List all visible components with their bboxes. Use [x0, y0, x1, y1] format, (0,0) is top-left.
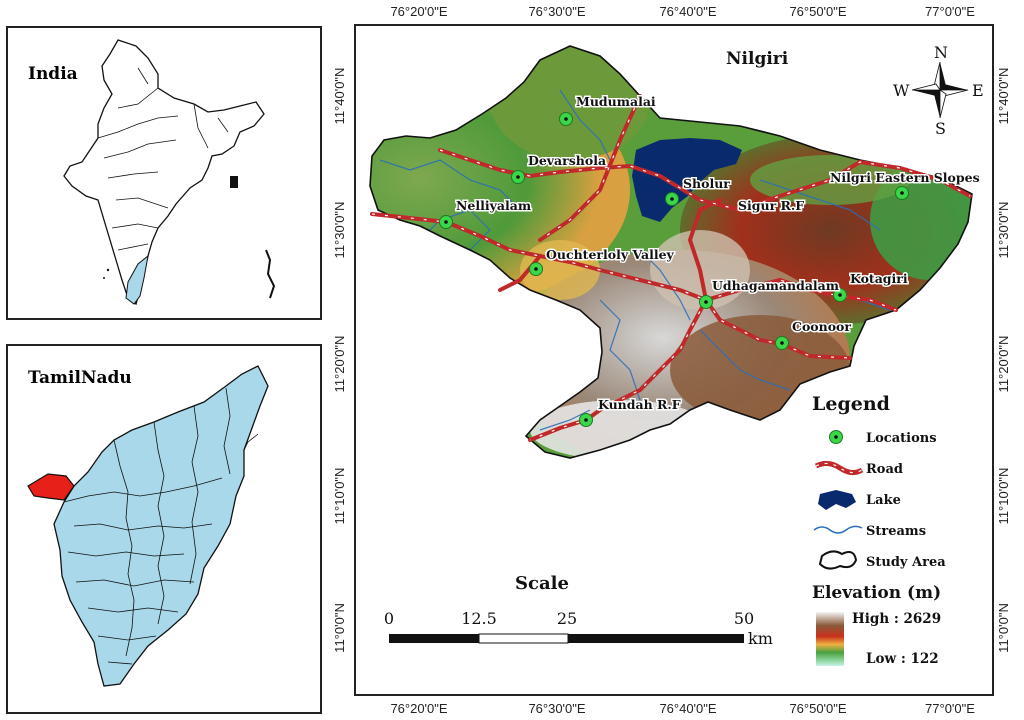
location-markers [439, 112, 909, 427]
legend-item-study-area: Study Area [866, 555, 946, 570]
roads [370, 94, 972, 442]
marker-devarshola[interactable] [511, 170, 525, 184]
marker-mudumalai[interactable] [559, 112, 573, 126]
right-coord: 11°30'0"N [996, 202, 1011, 259]
india-panel: India [6, 26, 322, 320]
marker-nilgri-eastern-slopes[interactable] [895, 186, 909, 200]
label-mudumalai: Mudumalai [576, 94, 656, 109]
scale-tick: 25 [557, 609, 577, 628]
compass-s: S [935, 119, 946, 138]
marker-coonoor[interactable] [775, 336, 789, 350]
tamilnadu-panel: TamilNadu [6, 344, 322, 714]
bottom-coord: 77°0'0"E [925, 701, 975, 716]
label-kundah-rf: Kundah R.F [598, 397, 681, 412]
top-coord: 76°50'0"E [789, 4, 846, 19]
top-coord: 76°20'0"E [390, 4, 447, 19]
marker-kotagiri[interactable] [833, 288, 847, 302]
bottom-coord: 76°40'0"E [659, 701, 716, 716]
india-title: India [28, 64, 78, 84]
label-devarshola: Devarshola [528, 153, 606, 168]
label-nelliyalam: Nelliyalam [456, 198, 531, 213]
marker-nelliyalam[interactable] [439, 215, 453, 229]
legend-item-road: Road [866, 462, 903, 477]
scale-tick: 50 [734, 609, 754, 628]
label-sholur: Sholur [683, 176, 730, 191]
top-coord: 77°0'0"E [925, 4, 975, 19]
india-outline-map [63, 39, 276, 306]
legend-title: Legend [812, 393, 890, 415]
right-coord: 11°40'0"N [996, 68, 1011, 125]
marker-ouchterloly-valley[interactable] [529, 262, 543, 276]
label-udhagamandalam: Udhagamandalam [712, 278, 839, 293]
scale-title: Scale [515, 573, 569, 594]
bottom-coord: 76°20'0"E [390, 701, 447, 716]
label-nilgri-eastern-slopes: Nilgri Eastern Slopes [830, 170, 980, 185]
left-coord: 11°20'0"N [332, 336, 347, 393]
top-coord: 76°40'0"E [659, 4, 716, 19]
label-sigur-rf: Sigur R.F [738, 198, 804, 213]
compass-e: E [972, 81, 984, 100]
legend-study-area-icon [818, 550, 858, 570]
scale-bar [389, 633, 744, 644]
elevation-low: Low : 122 [866, 651, 939, 667]
left-coord: 11°0'0"N [332, 603, 347, 653]
legend-item-streams: Streams [866, 524, 926, 539]
marker-udhagamandalam[interactable] [699, 295, 713, 309]
legend-road-icon [814, 460, 864, 476]
label-coonoor: Coonoor [792, 319, 851, 334]
top-coord: 76°30'0"E [528, 4, 585, 19]
legend-item-locations: Locations [866, 431, 937, 446]
sholur-lake [632, 138, 742, 222]
right-coord: 11°20'0"N [996, 336, 1011, 393]
label-kotagiri: Kotagiri [850, 271, 908, 286]
compass-w: W [893, 81, 910, 100]
scale-tick: 0 [384, 609, 394, 628]
legend-item-lake: Lake [866, 493, 901, 508]
scale-tick: 12.5 [461, 609, 497, 628]
legend-streams-icon [813, 525, 863, 534]
label-ouchterloly-valley: Ouchterloly Valley [546, 247, 675, 262]
left-coord: 11°10'0"N [332, 468, 347, 525]
tamilnadu-title: TamilNadu [28, 368, 132, 388]
bottom-coord: 76°50'0"E [789, 701, 846, 716]
marker-sholur[interactable] [665, 192, 679, 206]
compass-n: N [934, 43, 948, 62]
legend-lake-icon [818, 490, 856, 510]
left-coord: 11°30'0"N [332, 202, 347, 259]
tamilnadu-map [27, 365, 269, 687]
left-coord: 11°40'0"N [332, 68, 347, 125]
elevation-color-ramp [816, 612, 844, 666]
elevation-high: High : 2629 [852, 611, 941, 627]
right-coord: 11°0'0"N [996, 603, 1011, 653]
marker-kundah-rf[interactable] [579, 413, 593, 427]
bottom-coord: 76°30'0"E [528, 701, 585, 716]
scale-unit: km [748, 629, 773, 648]
legend-locations-icon [829, 430, 843, 444]
map-title: Nilgiri [726, 49, 789, 69]
north-arrow-icon [911, 61, 969, 119]
right-coord: 11°10'0"N [996, 468, 1011, 525]
elevation-title: Elevation (m) [812, 583, 941, 603]
